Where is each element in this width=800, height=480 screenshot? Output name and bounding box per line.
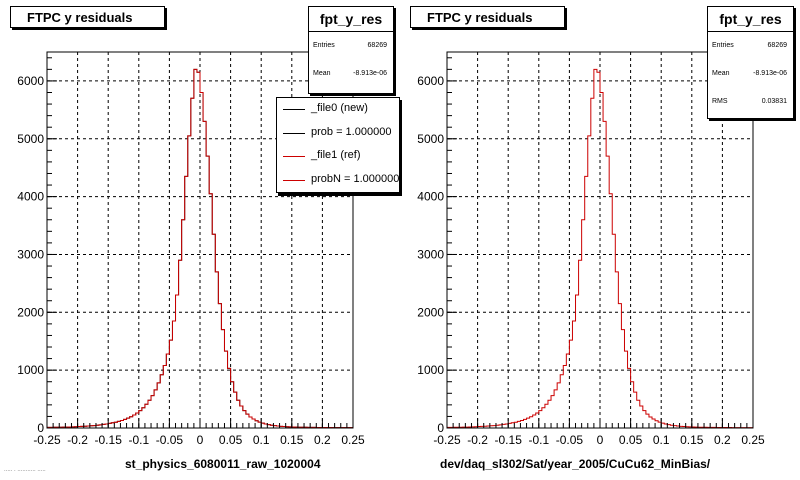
stats-key: Entries [313,42,335,49]
x-axis-label: dev/daq_sl302/Sat/year_2005/CuCu62_MinBi… [440,457,711,471]
histogram-title: FTPC y residuals [10,6,165,28]
stats-value: 68269 [367,42,387,49]
y-tick-label: 6000 [417,74,444,88]
legend-entry: prob = 1.000000 [277,122,399,146]
y-tick-label: 1000 [17,363,44,377]
x-tick-label: 0.1 [253,433,270,447]
x-tick-label: 0.25 [741,433,765,447]
y-tick-label: 0 [437,421,444,435]
legend-line-swatch [283,109,305,110]
legend-entry: _file0 (new) [277,98,399,122]
x-tick-label: 0.15 [280,433,304,447]
stats-value: 68269 [767,42,787,49]
stats-row-mean: Mean -8.913e-06 [309,60,393,88]
x-tick-label: -0.1 [128,433,149,447]
x-tick-label: -0.15 [95,433,123,447]
y-tick-label: 0 [37,421,44,435]
stats-box: fpt_y_res Entries 68269 Mean -8.913e-06 … [707,6,794,119]
footnote: ..... . ........... ..... [4,467,46,473]
stats-row-rms: RMS 0.03831 [708,88,793,116]
x-tick-label: 0.2 [314,433,331,447]
y-tick-label: 4000 [417,190,444,204]
x-tick-label: -0.05 [156,433,184,447]
stats-name: fpt_y_res [309,7,393,32]
stats-value: -8.913e-06 [353,70,387,77]
y-tick-label: 5000 [417,132,444,146]
x-tick-label: 0.25 [341,433,365,447]
legend-label: probN = 1.000000 [311,172,400,185]
x-tick-label: 0 [197,433,204,447]
x-tick-label: 0.1 [653,433,670,447]
x-tick-label: 0.05 [219,433,243,447]
legend-line-swatch [283,156,305,157]
y-tick-label: 5000 [17,132,44,146]
histogram-plot-right: -0.25 -0.2 -0.15 -0.1 -0.05 0 0.05 0.1 0.15 0.2 0.… [417,51,765,447]
x-tick-label: 0 [597,433,604,447]
histogram-series-ref [446,68,754,429]
stats-key: Mean [712,70,730,77]
histogram-title: FTPC y residuals [410,6,565,28]
histogram-pad-left: -0.25 -0.2 -0.15 -0.1 -0.05 0 0.05 0.1 0.15 0.2 0.… [4,6,400,473]
histogram-pad-right: -0.25 -0.2 -0.15 -0.1 -0.05 0 0.05 0.1 0.15 0.2 0.… [400,0,800,480]
x-tick-label: 0.2 [714,433,731,447]
legend-line-swatch [283,132,305,134]
x-tick-label: -0.25 [433,433,461,447]
x-tick-label: -0.15 [495,433,523,447]
x-axis-label: st_physics_6080011_raw_1020004 [125,457,321,471]
x-tick-label: -0.2 [67,433,88,447]
x-tick-label: -0.1 [528,433,549,447]
legend-line-swatch [283,179,305,181]
stats-row-entries: Entries 68269 [309,32,393,60]
stats-key: Mean [313,70,331,77]
legend-entry: _file1 (ref) [277,145,399,169]
y-tick-label: 1000 [417,363,444,377]
stats-row-mean: Mean -8.913e-06 [708,60,793,88]
x-tick-label: -0.05 [556,433,584,447]
x-tick-label: -0.2 [467,433,488,447]
y-tick-label: 3000 [417,247,444,261]
legend-label: prob = 1.000000 [311,125,392,138]
y-tick-label: 4000 [17,190,44,204]
y-tick-label: 3000 [17,247,44,261]
stats-name: fpt_y_res [708,7,793,32]
stats-value: -8.913e-06 [753,70,787,77]
y-tick-label: 2000 [417,305,444,319]
x-tick-label: -0.25 [33,433,61,447]
legend-entry: probN = 1.000000 [277,169,399,193]
legend-label: _file0 (new) [311,102,368,114]
stats-value: 0.03831 [761,98,787,105]
stats-key: RMS [712,98,728,105]
y-tick-label: 6000 [17,74,44,88]
legend-label: _file1 (ref) [311,149,361,161]
x-tick-label: 0.05 [619,433,643,447]
y-tick-label: 2000 [17,305,44,319]
stats-box: fpt_y_res Entries 68269 Mean -8.913e-06 [308,6,394,94]
legend: _file0 (new) prob = 1.000000 _file1 (ref… [276,97,400,193]
stats-key: Entries [712,42,734,49]
x-tick-label: 0.15 [680,433,704,447]
stats-row-entries: Entries 68269 [708,32,793,60]
